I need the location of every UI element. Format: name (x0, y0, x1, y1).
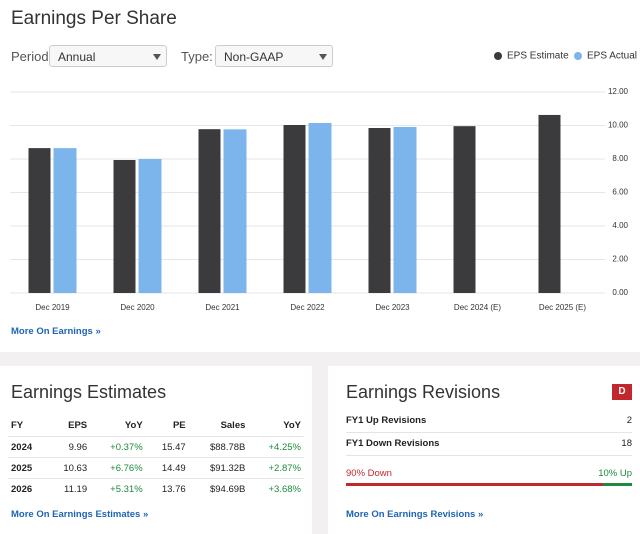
bar (138, 159, 162, 293)
estimates-title: Earnings Estimates (11, 382, 167, 402)
period-select[interactable]: Annual (49, 45, 167, 67)
divider (0, 352, 640, 366)
revision-row: FY1 Up Revisions 2 (346, 410, 632, 433)
y-tick-label: 12.00 (608, 87, 629, 96)
bar (28, 148, 51, 293)
table-cell: 9.96 (47, 436, 91, 458)
table-cell: 11.19 (47, 478, 91, 499)
table-cell: +3.68% (248, 478, 304, 499)
x-tick-label: Dec 2023 (375, 303, 410, 312)
legend-label: EPS Actual (587, 51, 637, 62)
up-segment (603, 483, 632, 486)
x-tick-label: Dec 2025 (E) (539, 303, 586, 312)
table-cell: 13.76 (145, 478, 189, 499)
table-header: FY EPS YoY PE Sales YoY (8, 414, 304, 437)
x-tick-label: Dec 2020 (120, 303, 155, 312)
revision-value: 18 (621, 438, 632, 449)
y-tick-label: 10.00 (608, 121, 629, 130)
x-tick-label: Dec 2024 (E) (454, 303, 501, 312)
revision-row: FY1 Down Revisions 18 (346, 433, 632, 456)
table-row: 2026 11.19 +5.31% 13.76 $94.69B +3.68% (8, 478, 304, 499)
y-tick-label: 0.00 (612, 288, 628, 297)
bar (113, 160, 136, 293)
estimates-table: FY EPS YoY PE Sales YoY 2024 9.96 +0.37% 15.47 $88… (8, 414, 304, 499)
table-cell: +0.37% (90, 436, 146, 458)
column-header: YoY (283, 419, 301, 431)
estimates-link[interactable]: More On Earnings Estimates » (11, 509, 149, 520)
down-label: 90% Down (346, 468, 392, 479)
x-tick-label: Dec 2019 (35, 303, 70, 312)
table-row: 2024 9.96 +0.37% 15.47 $88.78B +4.25% (8, 436, 304, 458)
page-title: Earnings Per Share (11, 8, 177, 29)
divider (312, 366, 328, 534)
up-label: 10% Up (598, 468, 632, 479)
sentiment-bar (346, 483, 632, 486)
revisions-link[interactable]: More On Earnings Revisions » (346, 509, 484, 520)
bar (223, 129, 247, 293)
legend-label: EPS Estimate (507, 51, 569, 62)
table-cell: $94.69B (188, 478, 249, 499)
bar (393, 127, 417, 293)
legend-marker (574, 52, 582, 60)
type-value: Non-GAAP (224, 50, 284, 64)
type-select[interactable]: Non-GAAP (215, 45, 333, 67)
revision-rows: FY1 Up Revisions 2 FY1 Down Revisions 18 (346, 410, 632, 456)
table-row: 2025 10.63 +6.76% 14.49 $91.32B +2.87% (8, 457, 304, 479)
bar (283, 124, 306, 293)
earnings-link[interactable]: More On Earnings » (11, 326, 101, 337)
column-header: YoY (124, 419, 143, 431)
table-cell: $91.32B (188, 457, 249, 479)
revision-value: 2 (626, 415, 632, 426)
x-tick-label: Dec 2021 (205, 303, 240, 312)
y-tick-label: 6.00 (612, 188, 628, 197)
bar (538, 114, 561, 293)
table-cell: +2.87% (248, 457, 304, 479)
revisions-title: Earnings Revisions (346, 382, 501, 402)
chart: 0.00 2.00 4.00 6.00 8.00 10.00 12.00 EPS Estima… (10, 51, 637, 312)
column-header: FY (11, 419, 24, 431)
bar (53, 148, 77, 293)
table-cell: 2024 (8, 436, 48, 458)
bar (198, 129, 221, 293)
table-cell: 10.63 (47, 457, 91, 479)
type-label: Type: (181, 49, 213, 64)
revision-label: FY1 Down Revisions (346, 438, 440, 449)
table-cell: 15.47 (145, 436, 189, 458)
column-header: Sales (220, 419, 246, 431)
table-cell: $88.78B (188, 436, 249, 458)
grade-badge: D (612, 384, 632, 400)
dropdown-arrow (153, 54, 161, 60)
legend-marker (494, 52, 502, 60)
table-cell: +4.25% (248, 436, 304, 458)
table-cell: +6.76% (90, 457, 146, 479)
period-label: Period: (11, 49, 53, 64)
table-cell: 14.49 (145, 457, 189, 479)
table-cell: +5.31% (90, 478, 146, 499)
column-header: PE (172, 419, 186, 431)
down-segment (346, 483, 604, 486)
bar (308, 122, 332, 293)
table-cell: 2026 (8, 478, 48, 499)
bar (368, 128, 391, 293)
dropdown-arrow (319, 54, 327, 60)
table-cell: 2025 (8, 457, 48, 479)
period-value: Annual (58, 50, 96, 64)
x-tick-label: Dec 2022 (290, 303, 325, 312)
y-tick-label: 4.00 (612, 221, 628, 230)
y-tick-label: 2.00 (612, 255, 628, 264)
revision-label: FY1 Up Revisions (346, 415, 427, 426)
bar (453, 126, 476, 293)
y-tick-label: 8.00 (612, 154, 628, 163)
column-header: EPS (68, 419, 88, 431)
